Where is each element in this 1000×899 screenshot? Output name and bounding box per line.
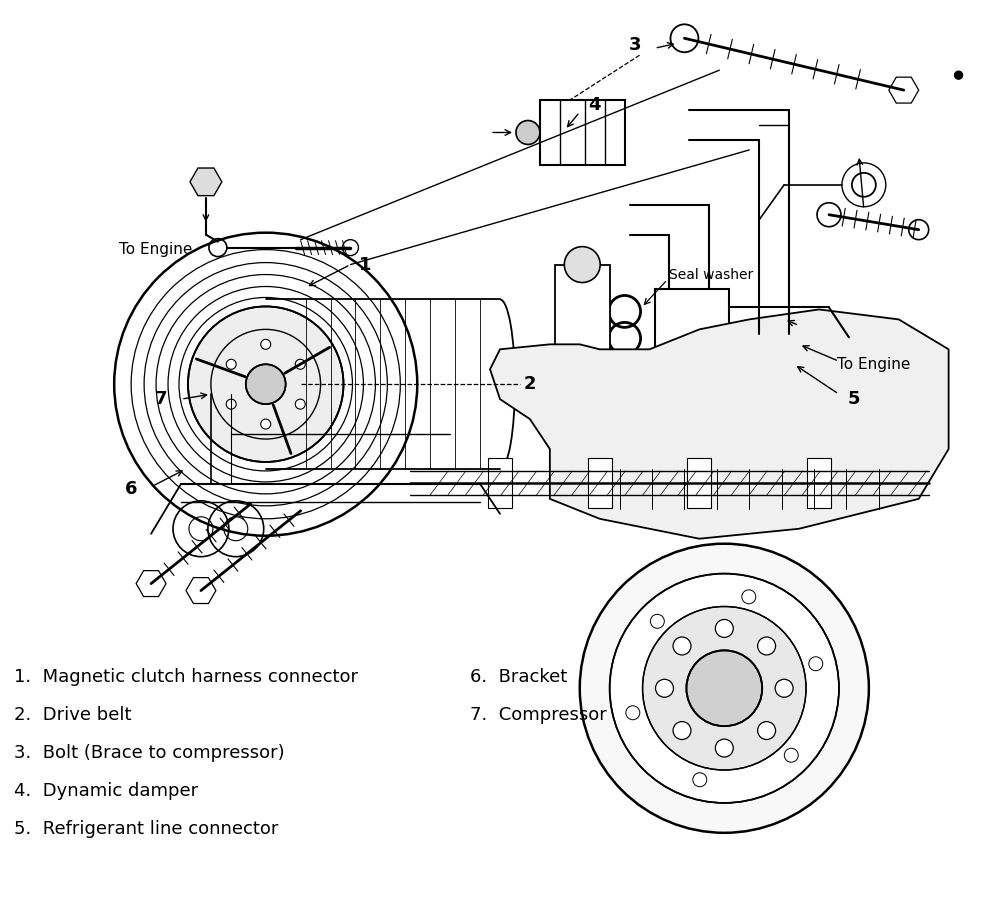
Circle shape [580, 544, 869, 832]
Circle shape [715, 739, 733, 757]
Text: 3: 3 [628, 36, 641, 54]
Text: 5.  Refrigerant line connector: 5. Refrigerant line connector [14, 820, 278, 838]
Polygon shape [889, 77, 919, 103]
Circle shape [342, 240, 358, 255]
Circle shape [670, 24, 698, 52]
Circle shape [261, 419, 271, 429]
Circle shape [955, 71, 963, 79]
Text: 7: 7 [155, 390, 167, 408]
Bar [807, 458, 831, 508]
Text: 5: 5 [848, 390, 860, 408]
Text: 3.  Bolt (Brace to compressor): 3. Bolt (Brace to compressor) [14, 744, 284, 762]
Circle shape [656, 680, 673, 698]
Circle shape [643, 607, 806, 770]
Circle shape [226, 399, 236, 409]
Circle shape [516, 120, 540, 145]
Text: 2.  Drive belt: 2. Drive belt [14, 707, 131, 725]
Circle shape [564, 246, 600, 282]
Text: 4.  Dynamic damper: 4. Dynamic damper [14, 782, 198, 800]
Bar [588, 458, 612, 508]
Text: Seal washer: Seal washer [669, 268, 754, 281]
Circle shape [246, 364, 286, 405]
Text: 2: 2 [524, 375, 536, 393]
Circle shape [226, 360, 236, 369]
Circle shape [673, 637, 691, 655]
Circle shape [261, 339, 271, 350]
Text: To Engine: To Engine [837, 357, 911, 372]
Polygon shape [190, 168, 222, 196]
Circle shape [817, 203, 841, 227]
Circle shape [758, 722, 776, 740]
Circle shape [892, 78, 916, 102]
Circle shape [295, 399, 305, 409]
Text: 1: 1 [359, 255, 372, 273]
Circle shape [758, 637, 776, 655]
Polygon shape [186, 578, 216, 603]
Circle shape [295, 360, 305, 369]
Circle shape [673, 722, 691, 740]
Bar [488, 458, 512, 508]
Circle shape [139, 572, 163, 595]
Circle shape [852, 173, 876, 197]
Text: 6.  Bracket: 6. Bracket [470, 668, 567, 686]
Text: 1.  Magnetic clutch harness connector: 1. Magnetic clutch harness connector [14, 668, 358, 686]
Circle shape [194, 170, 218, 194]
Bar [655, 289, 729, 350]
Text: 7.  Compressor: 7. Compressor [470, 707, 607, 725]
Circle shape [775, 680, 793, 698]
Text: 6: 6 [125, 480, 137, 498]
Circle shape [188, 307, 343, 462]
Bar [687, 458, 711, 508]
Bar [555, 264, 610, 364]
Text: To Engine: To Engine [119, 242, 193, 257]
Polygon shape [136, 571, 166, 597]
Circle shape [715, 619, 733, 637]
Circle shape [686, 650, 762, 726]
Circle shape [189, 579, 213, 602]
Polygon shape [490, 309, 949, 539]
Circle shape [610, 574, 839, 803]
Text: 4: 4 [588, 96, 601, 114]
Bar [540, 100, 625, 165]
Circle shape [909, 219, 929, 240]
